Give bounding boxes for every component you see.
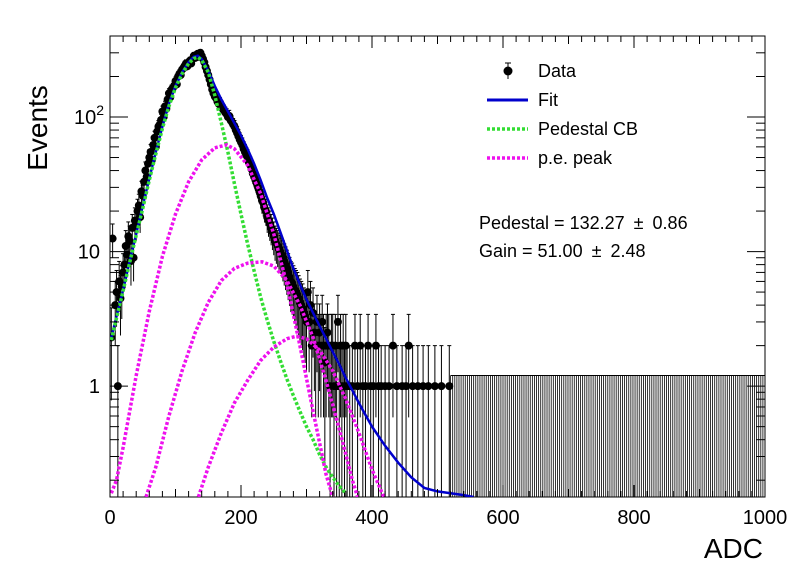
x-tick-label: 800	[617, 507, 650, 529]
data-point	[303, 288, 312, 297]
series-2	[110, 55, 348, 495]
series-line	[144, 260, 360, 497]
data-point	[125, 236, 134, 245]
y-tick-label: 10	[78, 242, 100, 264]
legend-item: Pedestal CB	[487, 119, 638, 139]
pedestal-label: Pedestal = 132.27	[479, 213, 625, 233]
data-point	[371, 341, 380, 350]
series-4	[144, 260, 360, 497]
y-axis-title: Events	[22, 85, 53, 171]
series-layer	[110, 48, 765, 497]
series-line	[110, 54, 474, 497]
data-point	[141, 166, 150, 175]
gain-error: 2.48	[611, 241, 646, 261]
data-point	[385, 382, 394, 391]
legend-item: Fit	[487, 90, 558, 110]
data-point	[402, 382, 411, 391]
y-tick-label: 102	[74, 102, 104, 129]
data-point	[123, 250, 132, 259]
legend-marker	[503, 66, 513, 76]
stats-box: Pedestal = 132.27 ± 0.86 Gain = 51.00 ± …	[479, 213, 688, 261]
y-tick-label: 1	[89, 376, 100, 398]
data-point	[430, 382, 439, 391]
data-point	[119, 268, 128, 277]
legend-item: Data	[503, 61, 577, 81]
data-point	[323, 328, 332, 337]
series-line	[110, 55, 348, 495]
series-line	[110, 143, 335, 497]
x-axis-title: ADC	[704, 533, 763, 564]
data-point	[120, 260, 129, 269]
empty-bins-errors	[450, 374, 765, 497]
legend-label: Data	[538, 61, 577, 81]
legend-label: Fit	[538, 90, 558, 110]
series-line	[196, 334, 386, 497]
legend-item: p.e. peak	[487, 148, 613, 168]
x-tick-label: 600	[486, 507, 519, 529]
x-tick-label: 400	[355, 507, 388, 529]
legend-label: p.e. peak	[538, 148, 613, 168]
tick-labels: 0 200 400 600 800 1000 1 10 102	[74, 102, 787, 529]
pedestal-pm: ±	[634, 213, 644, 233]
axis-ticks	[109, 35, 766, 497]
series-5	[196, 334, 386, 497]
pedestal-stat: Pedestal = 132.27 ± 0.86	[479, 213, 688, 233]
x-tick-label: 200	[224, 507, 257, 529]
data-point	[318, 317, 327, 326]
series-3	[110, 143, 335, 497]
data-point	[404, 341, 413, 350]
x-tick-label: 1000	[743, 507, 788, 529]
data-point	[364, 341, 373, 350]
data-point	[134, 201, 143, 210]
pedestal-error: 0.86	[653, 213, 688, 233]
gain-stat: Gain = 51.00 ± 2.48	[479, 241, 646, 261]
data-point	[445, 382, 454, 391]
data-point	[333, 317, 342, 326]
gain-label: Gain = 51.00	[479, 241, 583, 261]
legend: Data Fit Pedestal CB p.e. peak	[487, 61, 638, 168]
data-point	[424, 382, 433, 391]
x-tick-label: 0	[104, 507, 115, 529]
gain-pm: ±	[592, 241, 602, 261]
series-1	[110, 54, 474, 497]
data-point	[388, 341, 397, 350]
legend-label: Pedestal CB	[538, 119, 638, 139]
data-point	[110, 234, 117, 243]
data-point	[437, 382, 446, 391]
data-point	[356, 341, 365, 350]
